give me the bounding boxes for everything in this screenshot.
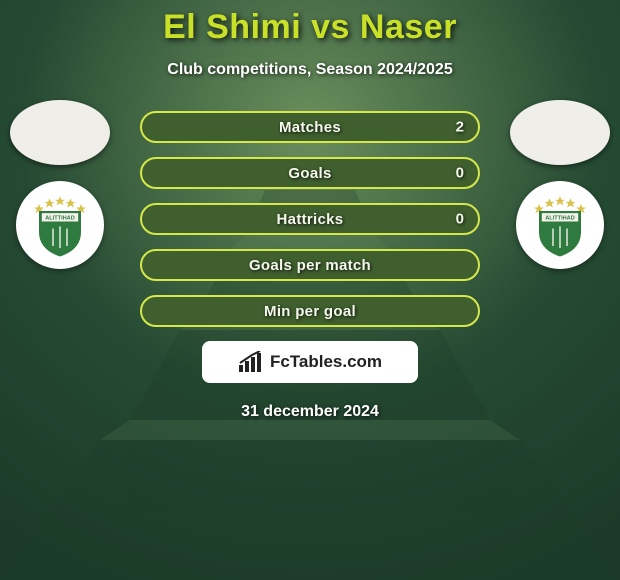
logo-text: FcTables.com xyxy=(270,352,382,372)
stat-row: Goals 0 xyxy=(140,157,480,189)
stat-label: Min per goal xyxy=(264,303,356,320)
stat-row: Matches 2 xyxy=(140,111,480,143)
logo-box: FcTables.com xyxy=(202,341,418,383)
page-title: El Shimi vs Naser xyxy=(163,8,457,47)
stat-value-right: 2 xyxy=(456,119,464,136)
stats-list: Matches 2 Goals 0 Hattricks 0 Goals per match M… xyxy=(0,111,620,327)
stat-label: Matches xyxy=(279,119,341,136)
stat-row: Hattricks 0 xyxy=(140,203,480,235)
logo-chart-icon xyxy=(238,351,264,373)
stat-row: Goals per match xyxy=(140,249,480,281)
date-label: 31 december 2024 xyxy=(241,403,379,421)
stat-value-right: 0 xyxy=(456,211,464,228)
stat-row: Min per goal xyxy=(140,295,480,327)
stat-label: Hattricks xyxy=(277,211,344,228)
subtitle: Club competitions, Season 2024/2025 xyxy=(167,61,452,79)
stat-label: Goals xyxy=(288,165,331,182)
stat-value-right: 0 xyxy=(456,165,464,182)
stat-label: Goals per match xyxy=(249,257,371,274)
